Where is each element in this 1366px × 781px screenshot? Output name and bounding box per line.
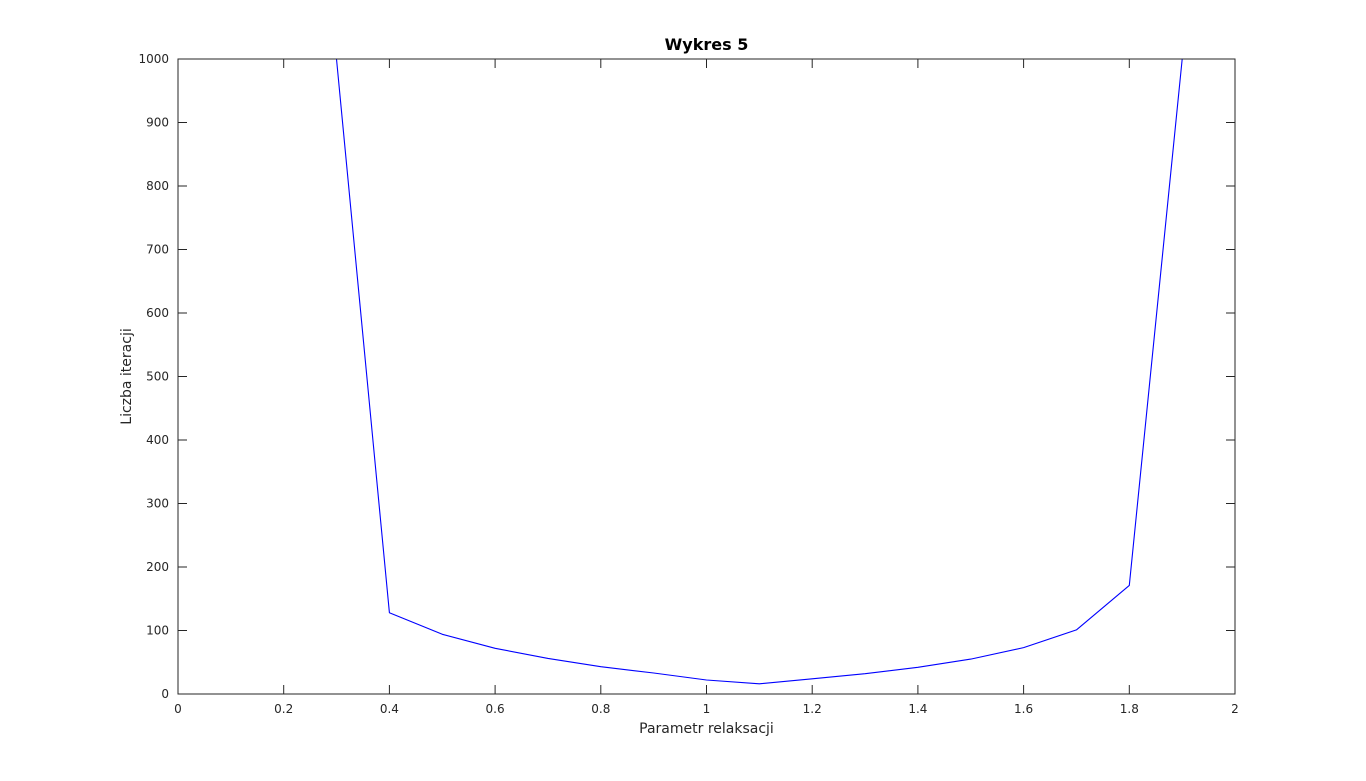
- x-tick-label: 0.8: [591, 702, 610, 716]
- x-tick-label: 0: [174, 702, 182, 716]
- y-tick-label: 300: [146, 497, 169, 511]
- y-tick-label: 0: [161, 687, 169, 701]
- series-line-0: [178, 58, 1235, 685]
- x-tick-label: 1.4: [908, 702, 927, 716]
- x-tick-label: 0.4: [380, 702, 399, 716]
- x-tick-label: 0.2: [274, 702, 293, 716]
- x-axis-label: Parametr relaksacji: [639, 721, 774, 737]
- chart-title: Wykres 5: [665, 35, 749, 54]
- y-axis-label: Liczba iteracji: [119, 328, 135, 424]
- x-tick-label: 2: [1231, 702, 1239, 716]
- x-tick-label: 1.8: [1120, 702, 1139, 716]
- plot-area-border: [177, 58, 1236, 695]
- x-tick-label: 1: [703, 702, 711, 716]
- y-tick-label: 900: [146, 116, 169, 130]
- series-layer: [178, 58, 1235, 685]
- y-tick-label: 1000: [138, 52, 169, 66]
- y-tick-label: 600: [146, 306, 169, 320]
- x-tick-label: 1.6: [1014, 702, 1033, 716]
- y-tick-label: 200: [146, 560, 169, 574]
- y-tick-label: 800: [146, 179, 169, 193]
- y-axis-ticks: 0 100 200 300 400 500 600 700 800 900 1000: [138, 52, 1235, 701]
- y-tick-label: 400: [146, 433, 169, 447]
- x-axis-ticks: 0 0.2 0.4 0.6 0.8 1 1.2 1.4 1.6 1.8 2: [174, 59, 1239, 716]
- y-tick-label: 700: [146, 243, 169, 257]
- y-tick-label: 500: [146, 370, 169, 384]
- x-tick-label: 0.6: [486, 702, 505, 716]
- x-tick-label: 1.2: [803, 702, 822, 716]
- y-tick-label: 100: [146, 624, 169, 638]
